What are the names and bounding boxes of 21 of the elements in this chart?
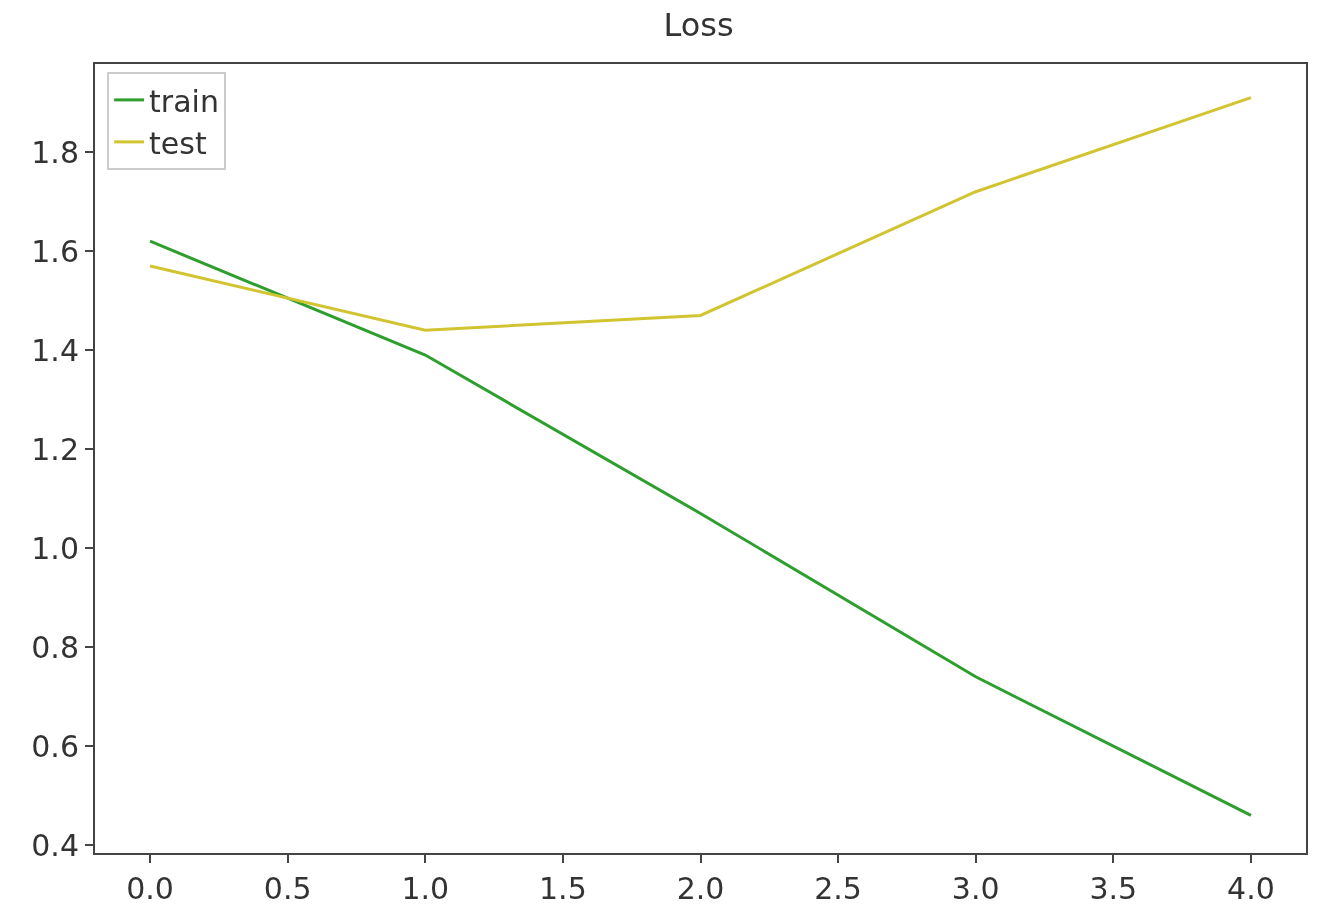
legend-label: test <box>149 125 207 161</box>
x-tick-label: 1.5 <box>539 871 587 906</box>
x-tick-label: 2.0 <box>676 871 725 906</box>
y-tick-label: 0.4 <box>31 827 79 863</box>
x-tick-label: 2.5 <box>814 871 862 906</box>
y-tick-label: 0.6 <box>31 728 79 764</box>
y-tick-label: 1.2 <box>31 431 79 467</box>
y-tick-label: 1.6 <box>31 233 79 269</box>
legend-label: train <box>149 83 219 119</box>
x-tick-label: 4.0 <box>1227 871 1275 906</box>
x-tick-label: 1.0 <box>401 871 450 906</box>
x-tick-label: 3.0 <box>951 871 1000 906</box>
y-tick-label: 0.8 <box>31 629 79 665</box>
x-tick-label: 0.0 <box>126 871 174 906</box>
y-tick-label: 1.4 <box>31 332 79 368</box>
x-tick-label: 0.5 <box>263 871 312 906</box>
chart-title: Loss <box>663 6 734 45</box>
x-tick-label: 3.5 <box>1089 871 1138 906</box>
y-tick-label: 1.0 <box>31 530 79 566</box>
y-tick-label: 1.8 <box>31 134 79 170</box>
line-series <box>148 239 1253 817</box>
